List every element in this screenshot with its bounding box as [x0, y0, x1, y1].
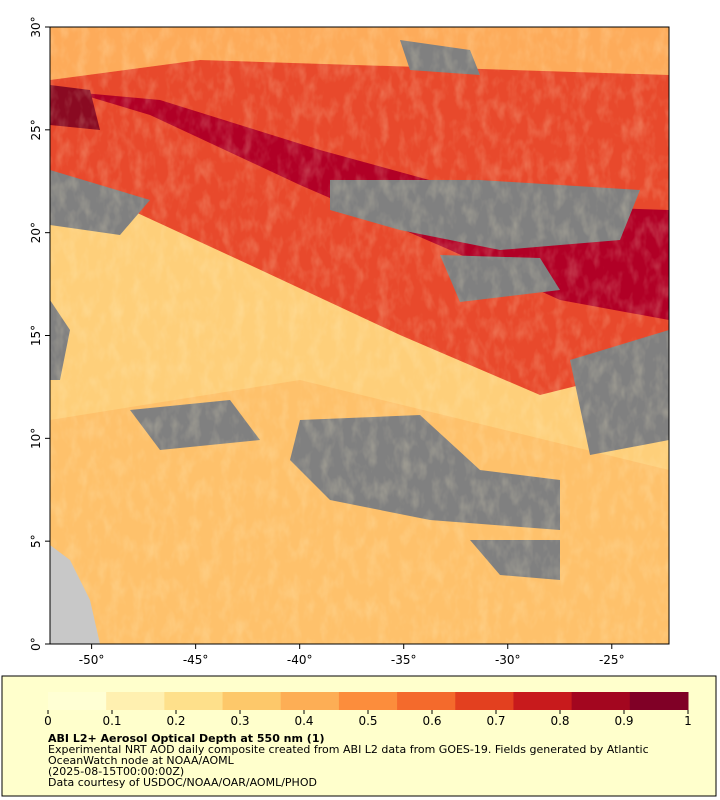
colorbar-segment: [455, 692, 514, 710]
x-tick-label: -30°: [495, 653, 521, 667]
colorbar-segment: [164, 692, 224, 710]
colorbar-segment: [106, 692, 165, 710]
colorbar-tick-label: 0.3: [230, 714, 249, 728]
colorbar-segment: [280, 692, 340, 710]
colorbar-tick-label: 0.6: [422, 714, 441, 728]
y-tick-label: 20°: [29, 222, 43, 243]
colorbar-tick-label: 0.1: [102, 714, 121, 728]
colorbar-segment: [629, 692, 689, 710]
x-tick-label: -25°: [599, 653, 625, 667]
colorbar-tick-label: 0.9: [614, 714, 633, 728]
colorbar-tick-label: 0.7: [486, 714, 505, 728]
colorbar-segment: [338, 692, 398, 710]
colorbar-segment: [571, 692, 631, 710]
x-tick-label: -40°: [287, 653, 313, 667]
colorbar-segment: [48, 692, 107, 710]
legend-line: Data courtesy of USDOC/NOAA/OAR/AOML/PHO…: [48, 776, 317, 789]
y-tick-label: 15°: [29, 325, 43, 346]
legend-text: ABI L2+ Aerosol Optical Depth at 550 nm …: [48, 733, 678, 788]
legend-line: Experimental NRT AOD daily composite cre…: [48, 743, 649, 767]
x-tick-label: -45°: [183, 653, 209, 667]
legend-title: ABI L2+ Aerosol Optical Depth at 550 nm …: [48, 732, 325, 745]
colorbar-tick-label: 1: [684, 714, 692, 728]
x-tick-label: -35°: [391, 653, 417, 667]
legend-line: (2025-08-15T00:00:00Z): [48, 765, 185, 778]
colorbar-tick-label: 0.5: [358, 714, 377, 728]
colorbar-tick-label: 0.4: [294, 714, 313, 728]
colorbar-tick-label: 0: [44, 714, 52, 728]
y-tick-label: 5°: [29, 534, 43, 548]
y-tick-label: 25°: [29, 119, 43, 140]
map-image: [50, 27, 669, 644]
colorbar-segment: [513, 692, 573, 710]
colorbar-tick-label: 0.2: [166, 714, 185, 728]
x-tick-label: -50°: [79, 653, 105, 667]
y-tick-label: 10°: [29, 428, 43, 449]
y-tick-label: 30°: [29, 16, 43, 37]
y-tick-label: 0°: [29, 637, 43, 651]
colorbar-tick-label: 0.8: [550, 714, 569, 728]
colorbar-segment: [222, 692, 282, 710]
colorbar-segment: [397, 692, 456, 710]
